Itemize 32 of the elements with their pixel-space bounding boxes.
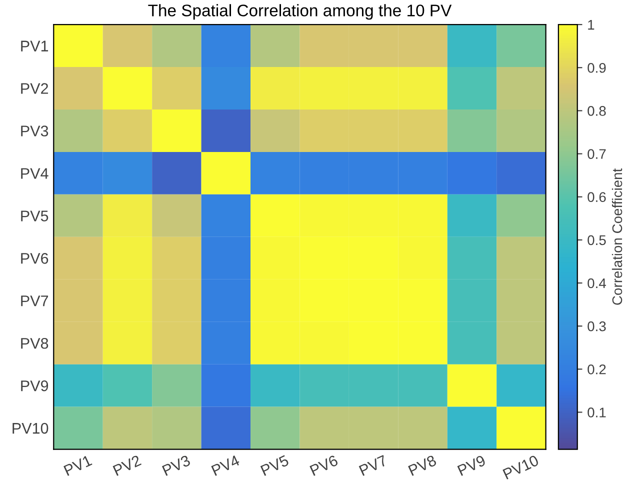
x-tick-label: PV7	[358, 454, 388, 476]
x-tick-label: PV3	[162, 454, 191, 476]
color-bar-label: 0.2	[588, 364, 606, 374]
color-bar-label: 0.7	[588, 149, 606, 159]
color-bar-label: 0.3	[588, 321, 606, 332]
color-bar-label: 0.9	[588, 62, 606, 73]
y-tick-label: PV6	[21, 253, 48, 264]
color-bar-label: 0.4	[588, 278, 606, 288]
color-bar-label: 0.6	[588, 192, 606, 202]
y-tick-label: PV1	[21, 40, 48, 52]
color-bar-label: 1	[588, 20, 594, 30]
chart-title: The Spatial Correlation among the 10 PV	[148, 4, 452, 20]
x-tick-label: PV4	[211, 454, 240, 476]
x-tick-label: PV8	[408, 454, 437, 476]
y-tick-label: PV2	[21, 83, 48, 94]
y-tick-label: PV4	[21, 168, 48, 179]
x-tick-label: PV5	[260, 454, 290, 476]
color-bar-label: 0.8	[588, 106, 606, 116]
y-tick-label: PV9	[21, 380, 48, 392]
color-bar-label: 0.1	[588, 408, 606, 418]
x-tick-label: PV10	[502, 454, 540, 480]
x-tick-label: PV2	[112, 454, 142, 476]
x-tick-label: PV6	[310, 454, 339, 476]
color-bar-label: 0.5	[588, 235, 606, 246]
y-tick-label: PV7	[21, 296, 48, 306]
color-bar-title: Correlation Coefficient	[612, 168, 622, 305]
x-tick-label: PV9	[457, 454, 486, 476]
y-tick-label: PV8	[21, 338, 48, 349]
y-tick-label: PV3	[21, 126, 48, 136]
y-tick-label: PV5	[21, 210, 48, 222]
x-tick-label: PV1	[64, 454, 92, 476]
y-tick-label: PV10	[12, 422, 48, 434]
